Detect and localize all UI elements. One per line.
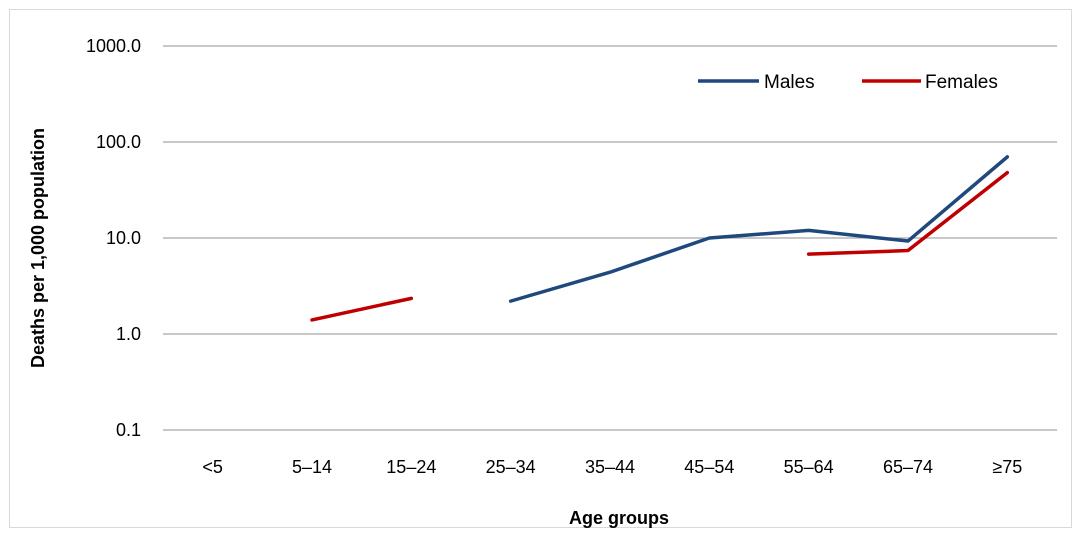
x-tick-label: 25–34 [486,457,536,477]
series-line-segment [310,296,414,322]
series-males [508,155,1010,303]
legend-item-females: Females [862,72,998,93]
series-line-segment [806,170,1010,256]
y-tick-label: 0.1 [116,420,141,440]
legend-item-males: Males [698,72,815,93]
x-tick-label: 15–24 [386,457,436,477]
gridlines [163,45,1057,431]
series-lines [310,155,1010,322]
legend-label: Males [764,72,815,93]
x-tick-label: 55–64 [784,457,834,477]
series-females [310,170,1010,322]
y-tick-label: 1000.0 [86,36,141,56]
y-tick-label: 1.0 [116,324,141,344]
y-axis-title: Deaths per 1,000 population [28,128,48,368]
x-tick-label: ≥75 [992,457,1022,477]
x-axis-tick-labels: <5 5–14 15–24 25–34 35–44 45–54 55–64 65–74 ≥75 [202,457,1022,477]
legend-label: Females [925,72,998,93]
y-tick-label: 10.0 [106,228,141,248]
x-axis-title: Age groups [569,508,669,528]
x-tick-label: 35–44 [585,457,635,477]
y-tick-label: 100.0 [96,132,141,152]
legend: Males Females [698,72,998,93]
y-axis-tick-labels: 0.1 1.0 10.0 100.0 1000.0 [86,36,141,440]
x-tick-label: 5–14 [292,457,332,477]
series-line-segment [508,155,1010,303]
x-tick-label: 45–54 [684,457,734,477]
x-tick-label: <5 [202,457,223,477]
x-tick-label: 65–74 [883,457,933,477]
chart-frame [9,9,1072,528]
